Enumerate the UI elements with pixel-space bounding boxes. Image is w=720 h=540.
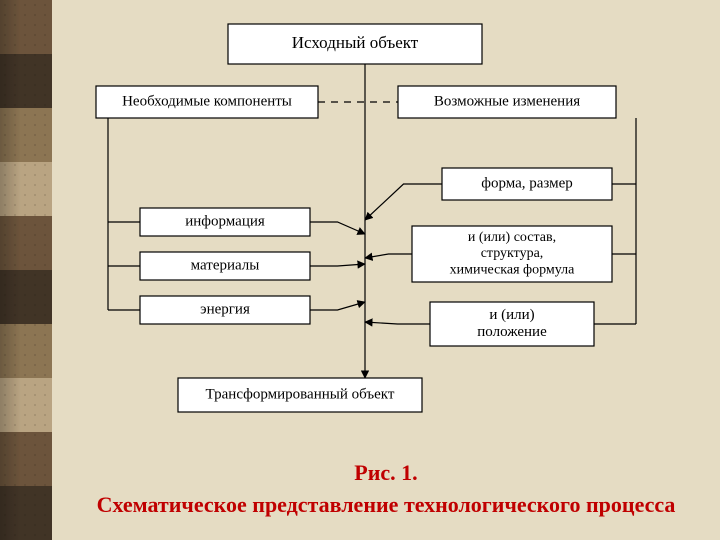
diagram-canvas: Исходный объект Необходимые компоненты Воз… bbox=[0, 0, 720, 540]
svg-text:форма, размер: форма, размер bbox=[481, 175, 573, 191]
svg-text:структура,: структура, bbox=[481, 246, 544, 261]
node-form: форма, размер bbox=[442, 168, 612, 200]
svg-text:Возможные изменения: Возможные изменения bbox=[434, 93, 580, 109]
caption-line2: Схематическое представление технологичес… bbox=[52, 492, 720, 518]
svg-text:химическая формула: химическая формула bbox=[450, 262, 575, 277]
node-structure: и (или) состав,структура,химическая форм… bbox=[412, 226, 612, 282]
svg-text:информация: информация bbox=[185, 213, 265, 229]
caption-line1: Рис. 1. bbox=[52, 460, 720, 486]
svg-text:и (или) состав,: и (или) состав, bbox=[468, 230, 556, 245]
svg-text:энергия: энергия bbox=[200, 301, 250, 317]
svg-text:положение: положение bbox=[477, 324, 547, 340]
svg-text:материалы: материалы bbox=[191, 257, 260, 273]
node-source: Исходный объект bbox=[228, 24, 482, 64]
node-components: Необходимые компоненты bbox=[96, 86, 318, 118]
node-changes: Возможные изменения bbox=[398, 86, 616, 118]
svg-text:Необходимые компоненты: Необходимые компоненты bbox=[122, 93, 292, 109]
svg-text:Трансформированный объект: Трансформированный объект bbox=[206, 386, 395, 402]
node-energy: энергия bbox=[140, 296, 310, 324]
svg-text:Исходный объект: Исходный объект bbox=[292, 33, 419, 52]
svg-text:и (или): и (или) bbox=[489, 307, 534, 323]
node-materials: материалы bbox=[140, 252, 310, 280]
node-info: информация bbox=[140, 208, 310, 236]
node-position: и (или)положение bbox=[430, 302, 594, 346]
node-result: Трансформированный объект bbox=[178, 378, 422, 412]
